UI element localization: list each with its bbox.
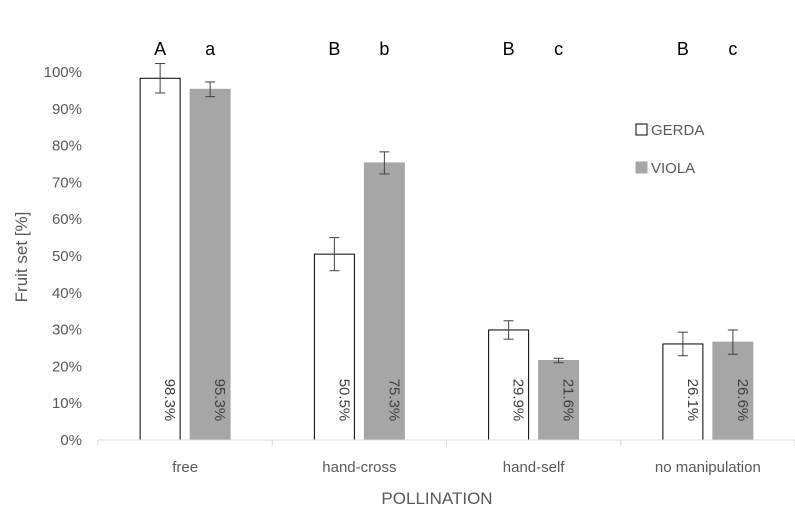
bar-gerda bbox=[139, 77, 181, 441]
legend-label-gerda: GERDA bbox=[651, 122, 704, 139]
error-bars-group bbox=[155, 63, 738, 364]
x-axis: free hand-cross hand-self no manipulation bbox=[97, 439, 795, 476]
data-label: 29.9% bbox=[510, 379, 527, 422]
data-label: 21.6% bbox=[560, 379, 577, 422]
data-label: 26.1% bbox=[684, 379, 701, 422]
x-category-label: free bbox=[172, 459, 198, 476]
legend: GERDA VIOLA bbox=[635, 122, 704, 177]
legend-label-viola: VIOLA bbox=[651, 160, 695, 177]
x-category-label: hand-cross bbox=[322, 459, 396, 476]
legend-swatch-gerda bbox=[635, 123, 648, 136]
y-tick-label: 0% bbox=[60, 432, 82, 449]
significance-letter: c bbox=[728, 39, 737, 59]
significance-letter: A bbox=[154, 39, 166, 59]
significance-letter: B bbox=[677, 39, 689, 59]
y-tick-label: 60% bbox=[52, 211, 82, 228]
x-category-label: no manipulation bbox=[655, 459, 761, 476]
bar-viola bbox=[712, 341, 754, 441]
y-tick-label: 90% bbox=[52, 101, 82, 118]
y-axis-title: Fruit set [%] bbox=[12, 212, 31, 303]
y-tick-label: 30% bbox=[52, 322, 82, 339]
bar-viola bbox=[363, 162, 405, 441]
x-axis-title: POLLINATION bbox=[381, 489, 492, 508]
data-label: 75.3% bbox=[385, 379, 402, 422]
y-tick-label: 70% bbox=[52, 174, 82, 191]
significance-letter: a bbox=[205, 39, 216, 59]
y-tick-label: 80% bbox=[52, 138, 82, 155]
data-label: 95.3% bbox=[211, 379, 228, 422]
significance-letter: B bbox=[503, 39, 515, 59]
y-tick-label: 50% bbox=[52, 248, 82, 265]
data-labels-group: 98.3% 95.3% 50.5% 75.3% 29.9% 21.6% 26.1% 26.6% bbox=[161, 379, 751, 422]
significance-letter: b bbox=[379, 39, 389, 59]
bar-viola bbox=[189, 88, 231, 441]
data-label: 26.6% bbox=[734, 379, 751, 422]
x-category-label: hand-self bbox=[503, 459, 566, 476]
data-label: 50.5% bbox=[335, 379, 352, 422]
y-tick-label: 20% bbox=[52, 358, 82, 375]
significance-letter: c bbox=[554, 39, 563, 59]
significance-letter: B bbox=[328, 39, 340, 59]
bar-viola bbox=[538, 360, 580, 441]
y-tick-label: 100% bbox=[44, 64, 82, 81]
y-tick-label: 10% bbox=[52, 395, 82, 412]
y-tick-label: 40% bbox=[52, 285, 82, 302]
data-label: 98.3% bbox=[161, 379, 178, 422]
legend-swatch-viola bbox=[635, 161, 648, 174]
y-axis: 0% 10% 20% 30% 40% 50% 60% 70% 80% 90% 100% bbox=[44, 64, 82, 449]
